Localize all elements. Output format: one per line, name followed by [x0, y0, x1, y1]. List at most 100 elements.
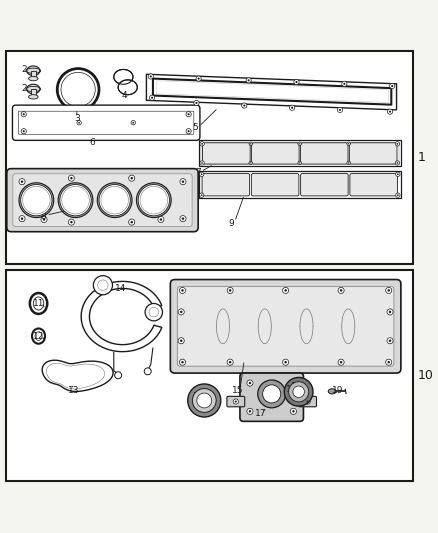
- Text: 8: 8: [40, 212, 46, 221]
- Circle shape: [194, 100, 199, 106]
- Circle shape: [181, 361, 184, 364]
- Circle shape: [180, 287, 186, 294]
- Circle shape: [99, 184, 131, 216]
- Circle shape: [290, 408, 297, 414]
- Polygon shape: [118, 80, 137, 95]
- Circle shape: [396, 193, 400, 197]
- Polygon shape: [198, 140, 401, 166]
- Circle shape: [284, 361, 287, 364]
- Circle shape: [397, 195, 399, 196]
- Circle shape: [388, 289, 390, 292]
- FancyBboxPatch shape: [350, 143, 397, 164]
- FancyBboxPatch shape: [240, 373, 304, 422]
- Circle shape: [283, 287, 289, 294]
- Circle shape: [339, 109, 341, 111]
- Circle shape: [229, 361, 231, 364]
- Circle shape: [160, 219, 162, 221]
- Circle shape: [391, 85, 393, 87]
- Circle shape: [249, 410, 251, 413]
- FancyBboxPatch shape: [12, 105, 200, 140]
- Circle shape: [60, 184, 91, 216]
- Circle shape: [68, 175, 74, 181]
- Circle shape: [389, 83, 395, 88]
- Ellipse shape: [27, 66, 40, 76]
- Circle shape: [290, 105, 295, 110]
- Circle shape: [199, 172, 204, 176]
- FancyBboxPatch shape: [227, 397, 245, 407]
- FancyBboxPatch shape: [202, 143, 250, 164]
- FancyBboxPatch shape: [202, 174, 250, 196]
- FancyBboxPatch shape: [300, 143, 348, 164]
- Circle shape: [136, 183, 171, 217]
- Circle shape: [131, 120, 135, 125]
- Circle shape: [196, 76, 201, 81]
- Circle shape: [21, 128, 26, 134]
- Circle shape: [338, 359, 344, 365]
- Circle shape: [199, 193, 204, 197]
- Text: 19: 19: [332, 386, 343, 395]
- Text: 5: 5: [193, 123, 198, 132]
- Circle shape: [247, 380, 253, 386]
- Circle shape: [247, 79, 250, 82]
- Circle shape: [145, 303, 162, 321]
- Circle shape: [180, 340, 183, 342]
- Circle shape: [21, 217, 23, 220]
- Bar: [31, 71, 36, 78]
- Circle shape: [292, 410, 295, 413]
- Circle shape: [180, 359, 186, 365]
- Circle shape: [291, 107, 293, 109]
- Circle shape: [258, 380, 286, 408]
- Circle shape: [284, 377, 313, 406]
- Text: 3: 3: [74, 114, 80, 123]
- Circle shape: [115, 372, 122, 379]
- Circle shape: [149, 95, 155, 100]
- Circle shape: [247, 408, 253, 414]
- Circle shape: [396, 172, 400, 176]
- Circle shape: [186, 128, 191, 134]
- Circle shape: [386, 287, 392, 294]
- Polygon shape: [42, 360, 113, 391]
- Circle shape: [389, 340, 391, 342]
- Text: 13: 13: [67, 386, 79, 395]
- Circle shape: [129, 175, 135, 181]
- Circle shape: [229, 289, 231, 292]
- Text: 18: 18: [286, 385, 297, 394]
- Ellipse shape: [27, 84, 40, 94]
- Circle shape: [340, 361, 342, 364]
- Circle shape: [235, 400, 237, 402]
- Ellipse shape: [28, 76, 38, 81]
- Circle shape: [307, 400, 309, 402]
- Circle shape: [201, 173, 202, 175]
- Circle shape: [97, 183, 132, 217]
- Circle shape: [178, 338, 184, 344]
- Circle shape: [58, 183, 93, 217]
- FancyBboxPatch shape: [13, 174, 192, 227]
- Circle shape: [200, 142, 204, 146]
- Circle shape: [198, 77, 200, 79]
- Circle shape: [180, 311, 183, 313]
- Circle shape: [158, 216, 164, 223]
- Text: 17: 17: [255, 409, 267, 417]
- Text: 2: 2: [22, 66, 28, 75]
- Text: 1: 1: [417, 151, 425, 164]
- Circle shape: [148, 74, 153, 79]
- Circle shape: [182, 181, 184, 183]
- Circle shape: [200, 161, 204, 165]
- Circle shape: [129, 219, 135, 225]
- Circle shape: [249, 142, 253, 146]
- Circle shape: [187, 130, 190, 132]
- FancyBboxPatch shape: [251, 174, 299, 196]
- Circle shape: [343, 83, 346, 85]
- Polygon shape: [146, 74, 396, 110]
- Circle shape: [201, 195, 202, 196]
- Circle shape: [19, 183, 54, 217]
- Circle shape: [242, 103, 247, 108]
- Circle shape: [68, 219, 74, 225]
- Circle shape: [132, 122, 134, 124]
- Circle shape: [292, 382, 295, 384]
- Circle shape: [233, 399, 238, 404]
- Circle shape: [250, 162, 251, 164]
- Circle shape: [389, 311, 391, 313]
- Circle shape: [243, 104, 245, 107]
- Circle shape: [186, 111, 191, 117]
